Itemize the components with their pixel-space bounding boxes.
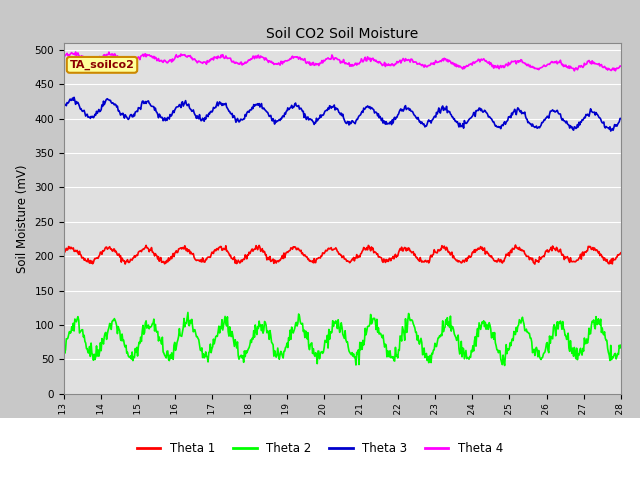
Theta 2: [127, 356, 135, 362]
Theta 4: [72, 49, 79, 55]
Theta 1: [214, 246, 221, 252]
Title: Soil CO2 Soil Moisture: Soil CO2 Soil Moisture: [266, 27, 419, 41]
Theta 4: [70, 51, 78, 57]
Theta 1: [70, 248, 78, 254]
Line: Theta 2: Theta 2: [64, 312, 621, 365]
Theta 3: [411, 113, 419, 119]
Theta 4: [411, 59, 419, 65]
Line: Theta 1: Theta 1: [64, 245, 621, 264]
Theta 3: [70, 95, 78, 100]
Theta 2: [411, 325, 419, 331]
Theta 3: [607, 128, 614, 134]
Theta 4: [428, 60, 435, 66]
Theta 2: [617, 342, 625, 348]
Theta 1: [531, 261, 539, 267]
Theta 2: [214, 329, 222, 335]
Theta 4: [185, 53, 193, 59]
Theta 3: [428, 120, 435, 126]
Theta 3: [60, 103, 68, 109]
Theta 3: [71, 98, 79, 104]
Line: Theta 4: Theta 4: [64, 52, 621, 71]
Theta 2: [70, 328, 78, 334]
Theta 1: [410, 252, 418, 258]
Theta 3: [128, 114, 136, 120]
Theta 4: [570, 68, 578, 74]
Theta 2: [184, 310, 192, 315]
Text: TA_soilco2: TA_soilco2: [70, 60, 134, 70]
Theta 1: [60, 249, 68, 255]
Y-axis label: Soil Moisture (mV): Soil Moisture (mV): [16, 164, 29, 273]
Theta 2: [500, 362, 508, 368]
Theta 2: [185, 323, 193, 328]
Theta 3: [185, 101, 193, 107]
Theta 4: [214, 53, 222, 59]
Theta 3: [617, 116, 625, 121]
Theta 1: [511, 242, 519, 248]
X-axis label: Time: Time: [328, 442, 357, 455]
Legend: Theta 1, Theta 2, Theta 3, Theta 4: Theta 1, Theta 2, Theta 3, Theta 4: [132, 438, 508, 460]
Theta 4: [60, 55, 68, 60]
Line: Theta 3: Theta 3: [64, 97, 621, 131]
Theta 2: [60, 344, 68, 350]
Theta 4: [128, 58, 136, 64]
Theta 2: [428, 360, 435, 365]
Theta 1: [127, 257, 135, 263]
Theta 1: [617, 250, 625, 256]
Theta 3: [214, 103, 222, 108]
Theta 1: [184, 249, 192, 254]
Theta 4: [617, 63, 625, 69]
Theta 1: [426, 253, 434, 259]
